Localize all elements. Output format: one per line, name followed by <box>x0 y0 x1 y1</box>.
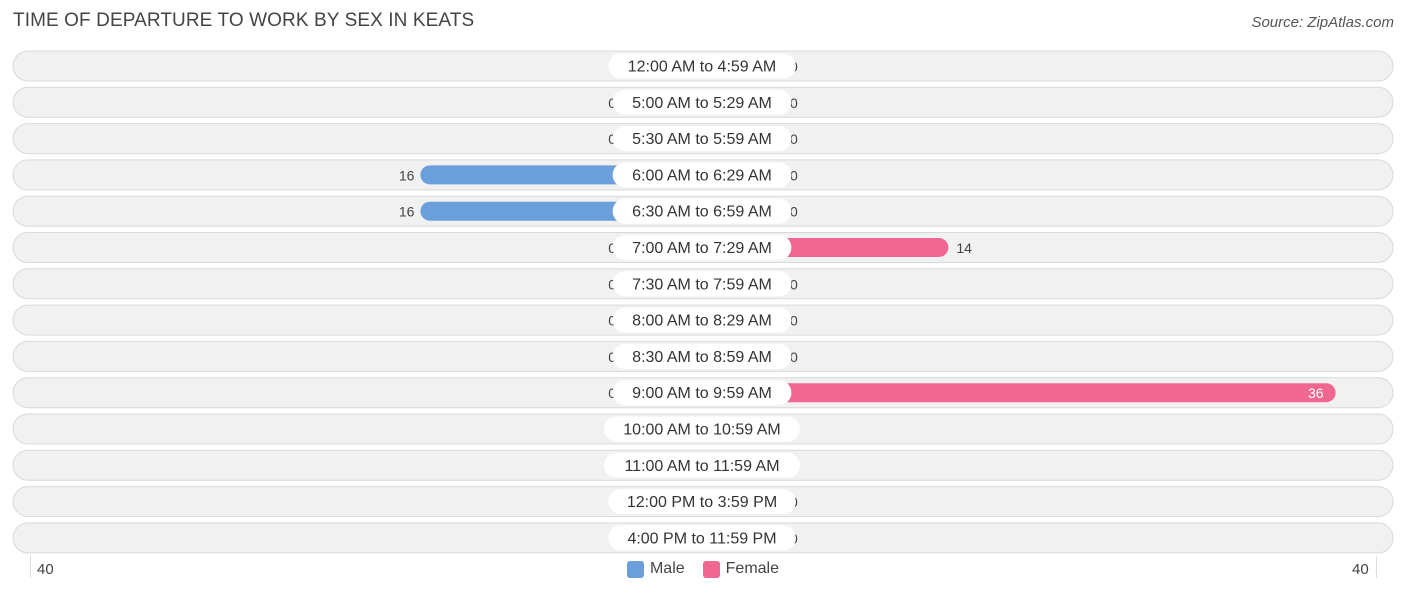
value-label-female: 0 <box>790 131 798 147</box>
category-pill <box>612 380 792 406</box>
value-label-male: 0 <box>608 131 616 147</box>
value-label-male: 0 <box>608 95 616 111</box>
category-label: 11:00 AM to 11:59 AM <box>624 458 779 475</box>
category-pill <box>612 235 792 260</box>
value-label-male: 0 <box>608 276 616 292</box>
category-pill <box>612 162 792 188</box>
value-label-female: 0 <box>790 276 798 292</box>
category-label: 6:00 AM to 6:29 AM <box>632 167 772 184</box>
value-label-male: 0 <box>608 385 616 401</box>
value-label-male: 16 <box>399 204 415 220</box>
value-label-male: 0 <box>608 349 616 365</box>
category-pill <box>612 198 792 224</box>
category-label: 7:00 AM to 7:29 AM <box>632 240 772 257</box>
category-pill <box>608 53 796 79</box>
value-label-female: 14 <box>956 240 972 256</box>
value-label-male: 0 <box>608 240 616 256</box>
category-label: 5:00 AM to 5:29 AM <box>632 95 772 112</box>
axis-label-left: 40 <box>37 561 54 578</box>
value-label-female: 0 <box>790 204 798 220</box>
category-label: 9:00 AM to 9:59 AM <box>632 385 772 402</box>
category-label: 10:00 AM to 10:59 AM <box>623 422 780 439</box>
value-label-female: 0 <box>790 349 798 365</box>
axis-label-right: 40 <box>1352 561 1369 578</box>
source-label: Source: ZipAtlas.com <box>1251 14 1394 31</box>
category-pill <box>608 525 796 551</box>
category-label: 12:00 AM to 4:59 AM <box>628 59 777 76</box>
category-pill <box>612 307 792 333</box>
value-label-female: 0 <box>790 313 798 329</box>
legend: Male Female <box>0 560 1406 578</box>
chart-title: TIME OF DEPARTURE TO WORK BY SEX IN KEAT… <box>13 10 475 31</box>
legend-label-female: Female <box>725 560 780 577</box>
bar-female <box>702 383 1336 403</box>
legend-label-male: Male <box>649 560 685 577</box>
axis-tick-right <box>1376 556 1377 578</box>
axis-tick-left <box>30 556 31 578</box>
legend-swatch-female <box>702 560 720 578</box>
value-label-male: 16 <box>399 167 415 183</box>
category-pill <box>612 89 792 115</box>
legend-item-male[interactable]: Male <box>626 560 685 578</box>
category-label: 7:30 AM to 7:59 AM <box>632 276 772 293</box>
category-label: 8:00 AM to 8:29 AM <box>632 313 772 330</box>
category-pill <box>612 343 792 369</box>
value-label-female: 0 <box>790 95 798 111</box>
legend-item-female[interactable]: Female <box>702 560 780 578</box>
category-label: 12:00 PM to 3:59 PM <box>627 494 777 511</box>
value-label-female: 0 <box>790 167 798 183</box>
category-pill <box>612 271 792 297</box>
category-pill <box>608 489 796 515</box>
category-pill <box>612 126 792 152</box>
category-pill <box>604 452 800 478</box>
category-label: 5:30 AM to 5:59 AM <box>632 131 772 148</box>
category-label: 4:00 PM to 11:59 PM <box>627 530 776 547</box>
legend-swatch-male <box>626 560 644 578</box>
category-label: 6:30 AM to 6:59 AM <box>632 204 772 221</box>
category-pill <box>604 416 800 442</box>
category-label: 8:30 AM to 8:59 AM <box>632 349 772 366</box>
value-label-male: 0 <box>608 313 616 329</box>
value-label-female: 36 <box>1308 385 1324 401</box>
